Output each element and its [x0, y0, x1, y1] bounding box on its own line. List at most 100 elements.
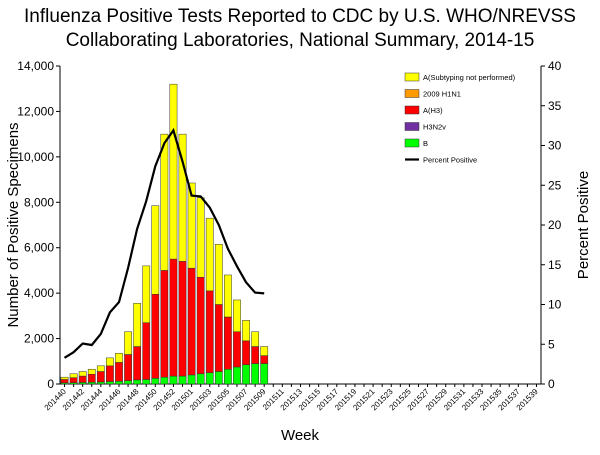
chart-title: Collaborating Laboratories, National Sum…: [66, 30, 535, 51]
bar-segment: [142, 379, 151, 385]
bar-segment: [151, 378, 160, 385]
y2-tick-label: 35: [548, 99, 562, 113]
bar-segment: [205, 372, 214, 385]
bar-segment: [196, 276, 205, 375]
bar-segment: [224, 274, 232, 318]
bar-segment: [78, 375, 87, 383]
bar-segment: [205, 217, 214, 292]
y2-tick-label: 40: [548, 59, 562, 73]
bar-segment: [142, 322, 151, 380]
bar-segment: [251, 363, 260, 385]
y2-tick-label: 0: [548, 377, 555, 391]
bar-segment: [205, 290, 214, 373]
y-tick-label: 10,000: [17, 150, 54, 164]
bar-segment: [242, 364, 250, 385]
y2-tick-label: 5: [548, 337, 555, 351]
legend-swatch: [404, 105, 420, 115]
bar-segment: [233, 299, 241, 333]
bar-segment: [87, 381, 96, 385]
bar-segment: [242, 340, 250, 365]
bar-segment: [196, 373, 205, 385]
legend-label: Percent Positive: [423, 156, 477, 165]
bar-segment: [214, 304, 223, 372]
legend-label: A(Subtyping not performed): [423, 73, 516, 82]
bar-segment: [69, 373, 78, 378]
chart-title: Influenza Positive Tests Reported to CDC…: [24, 6, 576, 27]
bar-segment: [106, 381, 114, 385]
bar-segment: [160, 133, 169, 271]
bar-segment: [251, 346, 260, 364]
bar-segment: [60, 379, 69, 384]
y-tick-label: 4,000: [24, 286, 54, 300]
bar-segment: [69, 377, 78, 383]
bar-segment: [169, 83, 178, 260]
bar-segment: [133, 303, 142, 347]
bar-segment: [124, 380, 132, 385]
line-series: [63, 127, 265, 359]
bar-segment: [87, 373, 96, 383]
bar-segment: [187, 182, 196, 269]
y2-tick-label: 15: [548, 258, 562, 272]
bar-segment: [196, 197, 205, 278]
y-tick-label: 0: [47, 377, 54, 391]
bar-segment: [87, 368, 96, 375]
y2-tick-label: 30: [548, 139, 562, 153]
bar-segment: [96, 371, 105, 383]
bar-segment: [96, 365, 105, 372]
bar-segment: [133, 346, 142, 381]
y-tick-label: 2,000: [24, 332, 54, 346]
bar-segment: [160, 376, 169, 385]
bar-segment: [233, 366, 241, 385]
bar-segment: [160, 270, 169, 378]
bar-segment: [178, 261, 187, 377]
y-axis-label: Number of Positive Specimens: [5, 122, 22, 327]
bar-segment: [178, 133, 187, 262]
bar-segment: [78, 371, 87, 377]
bar-segment: [106, 357, 114, 367]
legend-swatch: [404, 72, 420, 82]
y-tick-label: 6,000: [24, 241, 54, 255]
bar-segment: [133, 379, 142, 385]
bar-segment: [214, 371, 223, 385]
bar-segment: [115, 353, 123, 363]
bar-segment: [187, 374, 196, 385]
x-axis-label: Week: [281, 427, 320, 444]
y-tick-label: 14,000: [17, 59, 54, 73]
bar-segment: [151, 294, 160, 379]
y2-tick-label: 10: [548, 298, 562, 312]
bar-segment: [142, 265, 151, 323]
bar-segment: [224, 316, 232, 370]
bar-segment: [169, 258, 178, 377]
legend-label: A(H3): [423, 106, 443, 115]
bar-segment: [96, 381, 105, 385]
bar-segment: [115, 362, 123, 382]
y2-tick-label: 20: [548, 218, 562, 232]
legend-label: H3N2v: [423, 123, 446, 132]
bar-segment: [106, 365, 114, 382]
legend-swatch: [404, 138, 420, 148]
legend-swatch: [404, 89, 420, 98]
y2-axis-label: Percent Positive: [575, 171, 592, 279]
legend-swatch: [404, 122, 420, 131]
bar-segment: [169, 375, 178, 385]
y-tick-label: 8,000: [24, 195, 54, 209]
bar-segment: [151, 205, 160, 295]
legend-label: 2009 H1N1: [423, 90, 461, 99]
bar-segment: [124, 354, 132, 381]
legend-label: B: [423, 139, 428, 148]
bar-segment: [251, 331, 260, 347]
bar-segment: [187, 267, 196, 376]
bar-segment: [224, 368, 232, 385]
y-tick-label: 12,000: [17, 104, 54, 118]
y2-tick-label: 25: [548, 178, 562, 192]
bar-segment: [214, 244, 223, 305]
bar-segment: [233, 331, 241, 368]
bar-segment: [260, 363, 269, 385]
bar-segment: [260, 355, 269, 364]
bar-segment: [124, 331, 132, 355]
bar-segment: [260, 346, 269, 356]
bar-segment: [60, 376, 69, 380]
bar-segment: [242, 320, 250, 342]
bar-segment: [115, 381, 123, 385]
